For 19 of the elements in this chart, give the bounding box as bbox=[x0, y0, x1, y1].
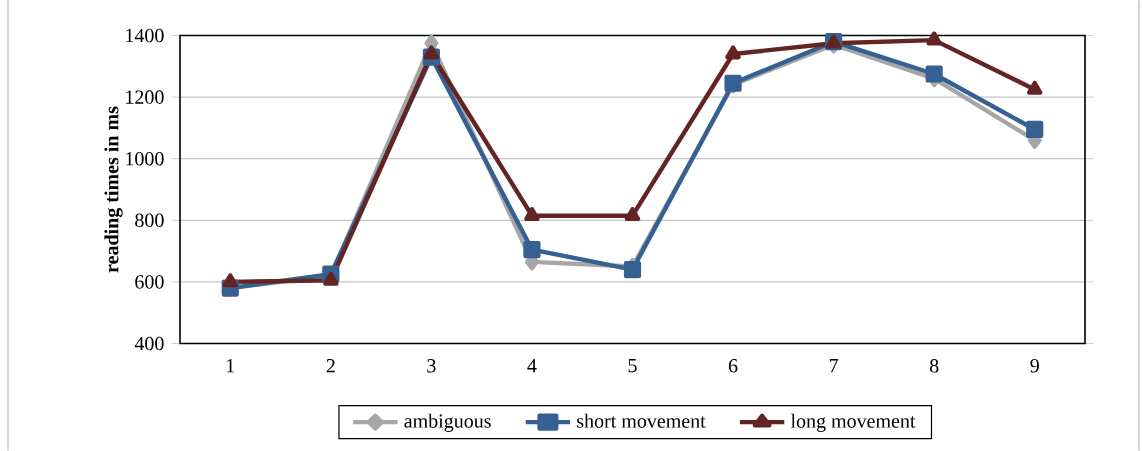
x-tick-label: 9 bbox=[1030, 359, 1039, 373]
y-tick-label: 800 bbox=[135, 213, 164, 228]
x-tick-label: 6 bbox=[728, 359, 738, 373]
x-tick-label: 4 bbox=[527, 359, 537, 373]
legend-label: long movement bbox=[790, 413, 916, 432]
x-tick-label: 3 bbox=[427, 359, 436, 373]
y-tick-label: 400 bbox=[134, 336, 164, 351]
x-tick-label: 5 bbox=[628, 359, 637, 373]
x-tick-label: 2 bbox=[326, 359, 335, 373]
legend-label: ambiguous bbox=[404, 413, 491, 432]
x-tick-label: 7 bbox=[829, 359, 839, 373]
x-tick-label: 1 bbox=[227, 359, 235, 373]
y-tick-label: 600 bbox=[135, 275, 164, 289]
y-axis-title: reading times in ms bbox=[104, 106, 123, 273]
y-tick-label: 1200 bbox=[126, 90, 164, 104]
y-tick-label: 1000 bbox=[126, 151, 164, 166]
x-tick-label: 8 bbox=[929, 359, 939, 373]
legend-label: short movement bbox=[577, 413, 706, 428]
y-tick-label: 1400 bbox=[126, 28, 164, 43]
